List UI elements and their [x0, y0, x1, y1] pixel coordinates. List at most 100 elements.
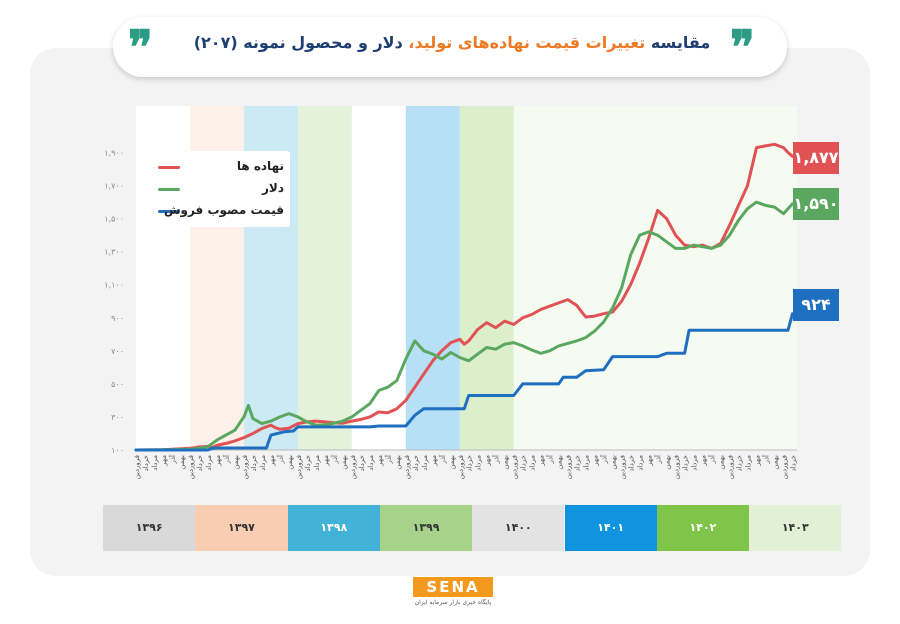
x-tick-label: مرداد: [313, 455, 321, 471]
x-tick-label: مهر: [592, 455, 600, 467]
series-line-1: [134, 200, 794, 452]
x-tick-label: مهر: [484, 455, 492, 467]
x-tick-label: آذر: [330, 454, 339, 464]
x-tick-label: مرداد: [205, 455, 213, 471]
y-tick-label: ۱,۳۰۰: [104, 248, 124, 257]
x-tick-label: آذر: [654, 454, 663, 464]
x-tick-label: آذر: [600, 454, 609, 464]
year-band-label: ۱۳۹۷: [195, 505, 288, 551]
year-band-label: ۱۴۰۱: [564, 505, 657, 551]
x-tick-label: خرداد: [196, 455, 204, 471]
legend-swatch-inputs: [158, 166, 180, 169]
legend-item-dollar: دلار: [158, 179, 284, 199]
legend: نهاده ها دلار قیمت مصوب فروش: [150, 151, 290, 227]
y-tick-label: ۷۰۰: [111, 347, 124, 356]
x-tick-label: فروردین: [511, 455, 519, 479]
x-tick-label: فروردین: [295, 455, 303, 479]
series-line-2: [134, 312, 794, 452]
x-tick-label: بهمن: [610, 455, 618, 470]
x-tick-label: فروردین: [673, 455, 681, 479]
logo-subtitle: پایگاه خبری بازار سرمایه ایران: [414, 599, 492, 606]
x-tick-label: خرداد: [574, 455, 582, 471]
year-band-bg-7: [513, 106, 797, 450]
title-part-1: مقایسه: [645, 33, 711, 52]
x-tick-label: آذر: [222, 454, 231, 464]
x-tick-label: مهر: [430, 455, 438, 467]
legend-swatch-dollar: [158, 188, 180, 191]
badge-dollar: ۱,۵۹۰: [793, 188, 839, 220]
x-tick-label: بهمن: [448, 455, 456, 470]
x-tick-label: بهمن: [340, 455, 348, 470]
x-tick-label: خرداد: [142, 455, 150, 471]
x-tick-label: بهمن: [394, 455, 402, 470]
year-band-label: ۱۴۰۰: [472, 505, 565, 551]
title-part-2: دلار و محصول نمونه (۲۰۷): [193, 33, 409, 52]
x-tick-label: بهمن: [232, 455, 240, 470]
x-tick-label: آذر: [762, 454, 771, 464]
x-tick-label: بهمن: [664, 455, 672, 470]
x-tick-label: مرداد: [583, 455, 591, 471]
x-tick-label: بهمن: [772, 455, 780, 470]
x-tick-label: آذر: [546, 454, 555, 464]
y-tick-label: ۱,۱۰۰: [104, 281, 124, 290]
x-tick-label: مهر: [700, 455, 708, 467]
x-tick-label: فروردین: [457, 455, 465, 479]
badge-inputs: ۱,۸۷۷: [793, 142, 839, 174]
quote-left-icon: ❞: [128, 20, 153, 74]
y-tick-label: ۱,۷۰۰: [104, 182, 124, 191]
x-tick-label: مرداد: [745, 455, 753, 471]
y-tick-label: ۱,۵۰۰: [104, 215, 124, 224]
legend-item-inputs: نهاده ها: [158, 157, 284, 177]
year-band-label: ۱۳۹۹: [379, 505, 473, 551]
x-tick-label: مرداد: [637, 455, 645, 471]
x-tick-label: مرداد: [529, 455, 537, 471]
badge-price: ۹۲۴: [793, 289, 839, 321]
x-tick-label: فروردین: [241, 455, 249, 479]
year-band-bg-6: [459, 106, 514, 450]
x-tick-label: خرداد: [520, 455, 528, 471]
x-tick-label: آذر: [168, 454, 177, 464]
x-tick-label: آذر: [492, 454, 501, 464]
title-highlight: تغییرات قیمت نهاده‌های تولید،: [408, 33, 646, 52]
x-tick-label: بهمن: [556, 455, 564, 470]
x-tick-label: فروردین: [133, 455, 141, 479]
legend-item-price: قیمت مصوب فروش: [158, 201, 284, 221]
legend-swatch-price: [158, 210, 180, 213]
x-tick-label: آذر: [708, 454, 717, 464]
x-tick-label: مرداد: [475, 455, 483, 471]
x-tick-label: آذر: [384, 454, 393, 464]
x-tick-label: مرداد: [367, 455, 375, 471]
x-tick-label: مهر: [538, 455, 546, 467]
x-tick-label: فروردین: [349, 455, 357, 479]
x-tick-label: بهمن: [718, 455, 726, 470]
x-tick-label: مرداد: [691, 455, 699, 471]
x-tick-label: مهر: [214, 455, 222, 467]
year-band-label: ۱۳۹۶: [103, 505, 196, 551]
sena-logo: SENA پایگاه خبری بازار سرمایه ایران: [413, 577, 493, 613]
chart-title: مقایسه تغییرات قیمت نهاده‌های تولید، دلا…: [150, 33, 754, 52]
logo-wordmark: SENA: [413, 577, 493, 597]
legend-label-inputs: نهاده ها: [236, 159, 284, 173]
y-tick-label: ۱۰۰: [111, 446, 124, 455]
y-tick-label: ۹۰۰: [111, 314, 124, 323]
x-tick-label: مرداد: [421, 455, 429, 471]
x-tick-label: خرداد: [412, 455, 420, 471]
x-tick-label: بهمن: [178, 455, 186, 470]
y-tick-label: ۵۰۰: [111, 380, 124, 389]
year-band-label: ۱۴۰۲: [656, 505, 750, 551]
x-tick-label: بهمن: [286, 455, 294, 470]
y-tick-label: ۱,۹۰۰: [104, 149, 124, 158]
x-tick-label: مرداد: [259, 455, 267, 471]
x-tick-label: خرداد: [790, 455, 798, 471]
x-tick-label: بهمن: [502, 455, 510, 470]
x-tick-label: فروردین: [403, 455, 411, 479]
x-tick-label: خرداد: [682, 455, 690, 471]
year-band-bg-5: [405, 106, 460, 450]
x-tick-label: خرداد: [628, 455, 636, 471]
x-tick-label: خرداد: [358, 455, 366, 471]
x-tick-label: مهر: [754, 455, 762, 467]
x-tick-label: فروردین: [781, 455, 789, 479]
y-tick-label: ۳۰۰: [111, 413, 124, 422]
title-banner: [113, 17, 787, 77]
x-tick-label: فروردین: [565, 455, 573, 479]
